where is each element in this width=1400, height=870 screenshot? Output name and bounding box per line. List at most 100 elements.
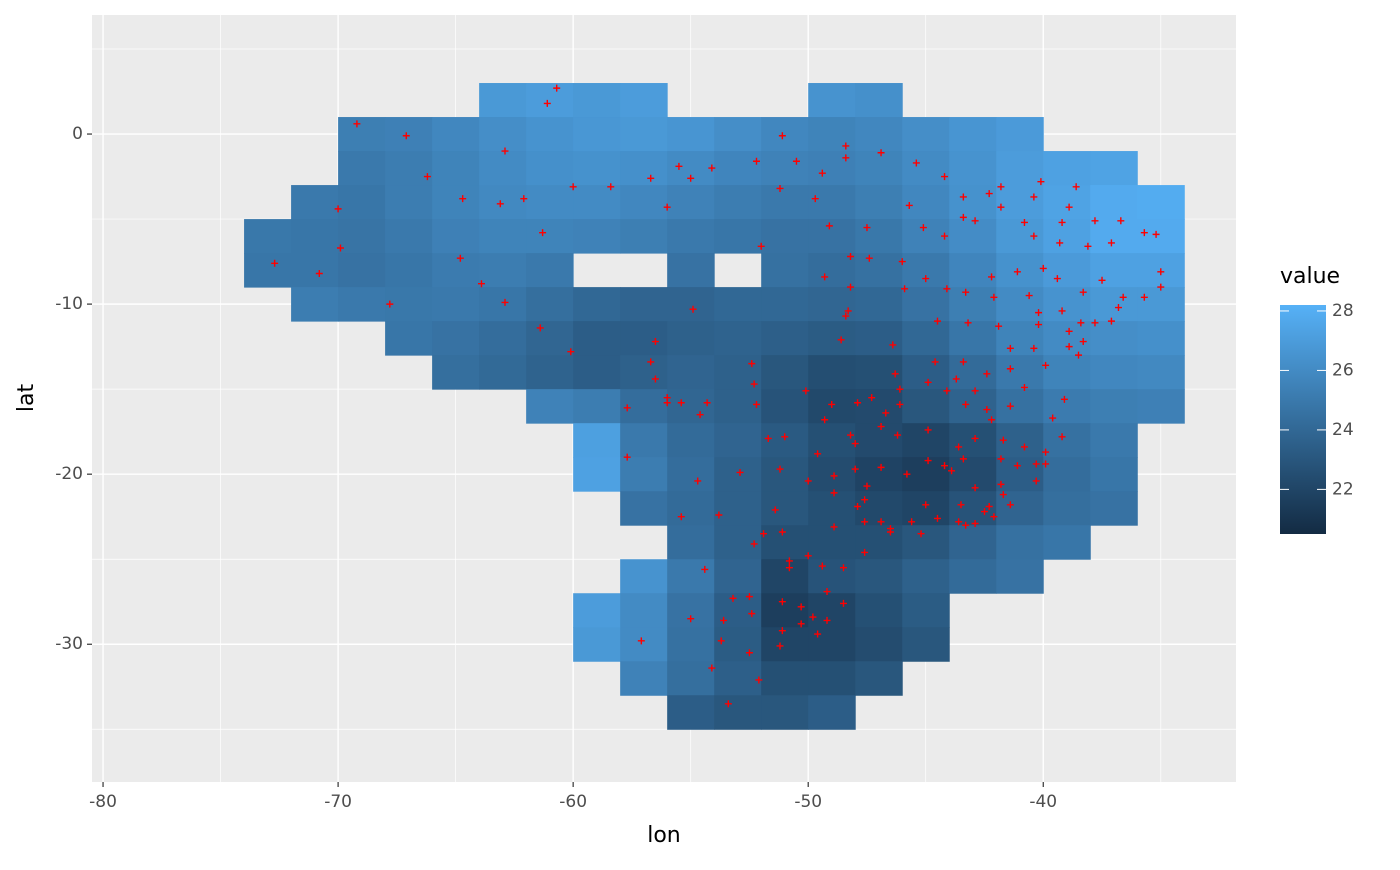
cell (761, 559, 809, 594)
point (792, 157, 800, 165)
point (701, 565, 709, 573)
x-tick-label: -40 (1029, 792, 1057, 812)
point (1030, 193, 1038, 201)
cell (291, 253, 339, 288)
point (750, 540, 758, 548)
cell (714, 559, 762, 594)
point (868, 394, 876, 402)
point (985, 502, 993, 510)
cell (902, 559, 950, 594)
point (999, 491, 1007, 499)
cell (855, 593, 903, 628)
cell (479, 321, 527, 356)
point (539, 229, 547, 237)
cell (667, 423, 715, 458)
cell (1043, 185, 1091, 220)
point (764, 434, 772, 442)
cell (1137, 389, 1185, 424)
cell (1137, 321, 1185, 356)
cell (902, 627, 950, 662)
cell (667, 695, 715, 730)
point (804, 477, 812, 485)
cell (808, 253, 856, 288)
point (842, 312, 850, 320)
point (663, 399, 671, 407)
cell (855, 287, 903, 322)
point (997, 183, 1005, 191)
point (912, 159, 920, 167)
cell (714, 321, 762, 356)
point (854, 502, 862, 510)
cell (808, 83, 856, 118)
cell (714, 695, 762, 730)
cell (1090, 185, 1138, 220)
point (1035, 309, 1043, 317)
cell (714, 389, 762, 424)
point (898, 258, 906, 266)
point (752, 400, 760, 408)
point (1037, 178, 1045, 186)
cell (808, 151, 856, 186)
y-tick-label: -10 (55, 294, 83, 314)
cell (573, 83, 621, 118)
point (863, 482, 871, 490)
cell (1090, 253, 1138, 288)
point (1042, 448, 1050, 456)
cell (1043, 491, 1091, 526)
cell (573, 151, 621, 186)
cell (620, 117, 668, 152)
cell (996, 287, 1044, 322)
cell (855, 423, 903, 458)
cell (385, 185, 433, 220)
point (814, 630, 822, 638)
cell (714, 117, 762, 152)
point (694, 477, 702, 485)
point (1117, 217, 1125, 225)
point (886, 528, 894, 536)
point (1058, 433, 1066, 441)
cell (714, 661, 762, 696)
cell (667, 627, 715, 662)
cell (996, 389, 1044, 424)
point (924, 378, 932, 386)
cell (667, 321, 715, 356)
point (941, 462, 949, 470)
cell (808, 525, 856, 560)
point (1030, 344, 1038, 352)
cell (761, 287, 809, 322)
cell (949, 151, 997, 186)
point (1065, 203, 1073, 211)
point (724, 700, 732, 708)
point (536, 324, 544, 332)
point (896, 385, 904, 393)
cell (1090, 423, 1138, 458)
cell (902, 389, 950, 424)
cell (291, 219, 339, 254)
cell (996, 253, 1044, 288)
point (839, 564, 847, 572)
point (990, 513, 998, 521)
cell (432, 151, 480, 186)
cell (996, 151, 1044, 186)
cell (620, 355, 668, 390)
point (955, 443, 963, 451)
cell (1090, 457, 1138, 492)
cell (432, 219, 480, 254)
x-tick-label: -50 (794, 792, 822, 812)
point (809, 613, 817, 621)
point (847, 283, 855, 291)
cell (949, 253, 997, 288)
point (919, 224, 927, 232)
point (847, 431, 855, 439)
point (889, 341, 897, 349)
cell (338, 219, 386, 254)
cell (714, 593, 762, 628)
point (905, 201, 913, 209)
cell (667, 661, 715, 696)
point (315, 270, 323, 278)
point (677, 513, 685, 521)
cell (667, 389, 715, 424)
point (336, 244, 344, 252)
cell (620, 559, 668, 594)
point (553, 84, 561, 92)
